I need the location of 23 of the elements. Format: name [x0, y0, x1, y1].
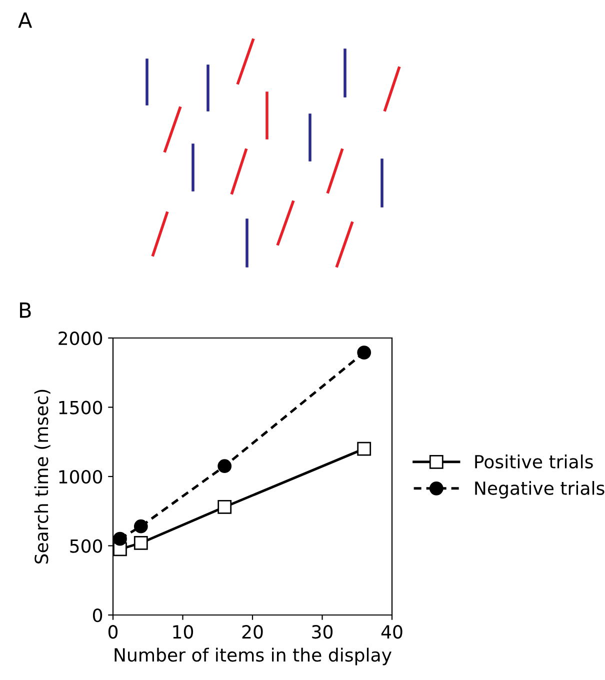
text: A [18, 12, 32, 28]
point [134, 536, 148, 550]
point [113, 532, 127, 546]
x-tick-label: 30 [312, 625, 333, 639]
x-tick-label: 40 [381, 625, 402, 639]
legend-label: Negative trials [475, 481, 604, 498]
x-tick-label: 0 [108, 625, 118, 639]
point [134, 519, 148, 534]
y-tick-label: 2000 [58, 331, 102, 346]
y-axis-title: Search time (msec) [34, 390, 50, 564]
x-tick-label: 10 [173, 625, 194, 639]
point [218, 500, 232, 514]
y-tick-label: 1000 [59, 470, 102, 484]
y-tick-label: 500 [70, 539, 102, 553]
text: B [20, 302, 31, 318]
point [357, 346, 372, 360]
point [218, 459, 232, 474]
legend-label: Positive trials [475, 454, 593, 468]
y-tick-label: 0 [92, 608, 102, 622]
x-tick-label: 20 [242, 625, 263, 639]
x-axis-title: Number of items in the display [114, 648, 392, 666]
point [357, 442, 372, 456]
y-tick-label: 1500 [59, 400, 102, 414]
